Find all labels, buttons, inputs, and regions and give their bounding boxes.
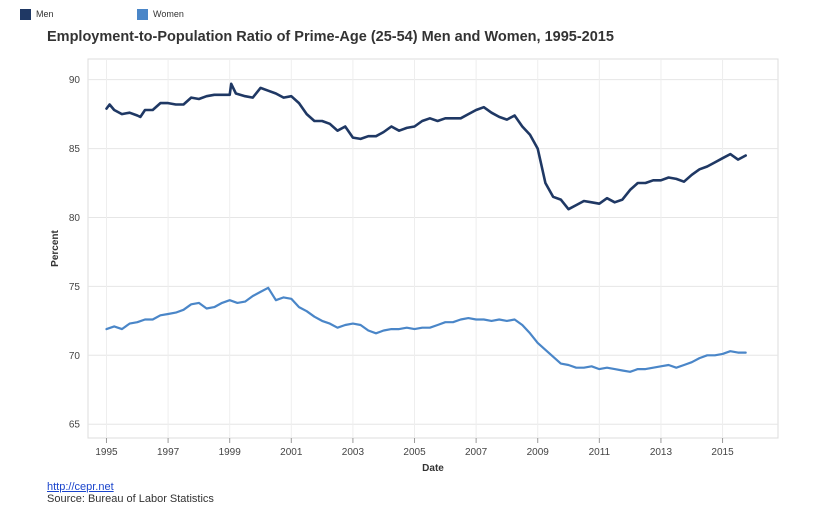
x-tick-label: 2011 xyxy=(589,447,611,458)
x-tick-label: 1999 xyxy=(219,447,242,458)
x-tick-label: 2001 xyxy=(280,447,303,458)
y-axis-title: Percent xyxy=(50,229,61,266)
x-tick-label: 2013 xyxy=(650,447,673,458)
x-tick-label: 2009 xyxy=(527,447,550,458)
legend-label-men: Men xyxy=(36,9,54,19)
y-tick-label: 80 xyxy=(69,213,81,224)
x-tick-label: 2003 xyxy=(342,447,365,458)
legend-swatch-men xyxy=(20,8,31,20)
chart-title: Employment-to-Population Ratio of Prime-… xyxy=(47,29,614,45)
y-tick-label: 75 xyxy=(69,282,81,293)
legend-label-women: Women xyxy=(153,9,184,19)
y-tick-label: 90 xyxy=(69,75,81,86)
legend-item-women[interactable]: Women xyxy=(137,7,184,21)
x-tick-label: 2005 xyxy=(403,447,426,458)
series-line-women xyxy=(105,286,747,373)
legend-item-men[interactable]: Men xyxy=(20,7,54,21)
y-tick-label: 70 xyxy=(69,351,81,362)
series-line-men xyxy=(105,82,747,211)
y-tick-label: 85 xyxy=(69,144,81,155)
x-tick-label: 2015 xyxy=(711,447,734,458)
plot-area xyxy=(87,58,779,439)
x-tick-label: 2007 xyxy=(465,447,488,458)
y-tick-label: 65 xyxy=(69,420,81,431)
x-tick-label: 1995 xyxy=(95,447,118,458)
legend-swatch-women xyxy=(137,8,148,20)
x-axis-title: Date xyxy=(422,463,444,474)
x-tick-label: 1997 xyxy=(157,447,180,458)
source-note: Source: Bureau of Labor Statistics xyxy=(47,493,214,505)
source-link[interactable]: http://cepr.net xyxy=(47,481,114,493)
